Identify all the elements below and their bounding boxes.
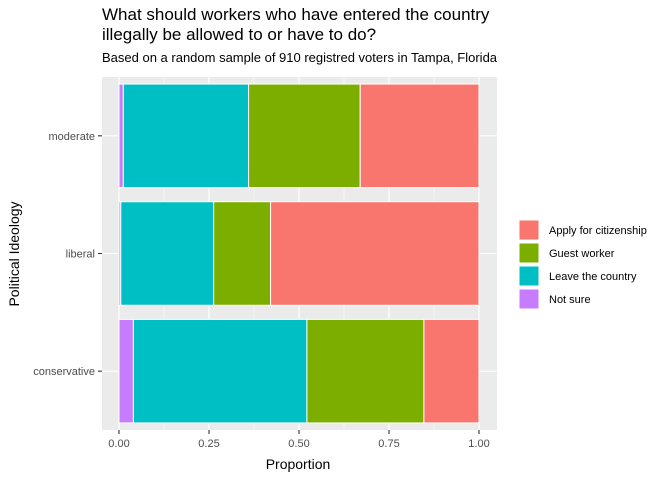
y-tick-label-conservative: conservative (33, 366, 95, 378)
y-axis-title: Political Ideology (6, 201, 22, 306)
legend-key-leave-the-country (518, 265, 540, 287)
bar-moderate-guest-worker (248, 83, 361, 189)
bar-conservative-apply-for-citizenship (423, 318, 480, 424)
legend-key-apply-for-citizenship (518, 219, 540, 241)
chart-title-line-1: What should workers who have entered the… (102, 5, 490, 24)
y-tick-label-moderate: moderate (49, 131, 95, 143)
bar-moderate-leave-the-country (122, 83, 250, 189)
legend: Apply for citizenship Guest worker Leave t… (518, 219, 647, 310)
bar-liberal-guest-worker (213, 201, 272, 306)
y-tick-label-liberal: liberal (66, 249, 95, 261)
plot-area: moderate liberal conservative 0.00 0.25 0.50 0… (33, 77, 497, 450)
chart-title-line-2: illegally be allowed to or have to do? (102, 25, 376, 44)
x-tick-label: 0.75 (378, 438, 399, 450)
bar-moderate-not-sure (118, 83, 124, 189)
bar-liberal-leave-the-country (120, 201, 215, 306)
bar-conservative-leave-the-country (132, 318, 308, 424)
x-tick-label: 0.50 (288, 438, 309, 450)
x-axis-title: Proportion (266, 456, 331, 472)
bar-moderate-apply-for-citizenship (359, 83, 480, 189)
bar-conservative-not-sure (118, 318, 134, 424)
x-tick-label: 0.25 (198, 438, 219, 450)
legend-key-guest-worker (518, 242, 540, 264)
legend-label-apply-for-citizenship: Apply for citizenship (549, 225, 647, 237)
x-tick-label: 1.00 (468, 438, 489, 450)
chart-subtitle: Based on a random sample of 910 registre… (102, 50, 498, 65)
legend-label-guest-worker: Guest worker (549, 248, 615, 260)
bar-liberal-apply-for-citizenship (270, 201, 480, 306)
legend-key-not-sure (518, 288, 540, 310)
bar-conservative-guest-worker (306, 318, 425, 424)
legend-label-not-sure: Not sure (549, 294, 591, 306)
x-tick-label: 0.00 (108, 438, 129, 450)
legend-label-leave-the-country: Leave the country (549, 271, 637, 283)
